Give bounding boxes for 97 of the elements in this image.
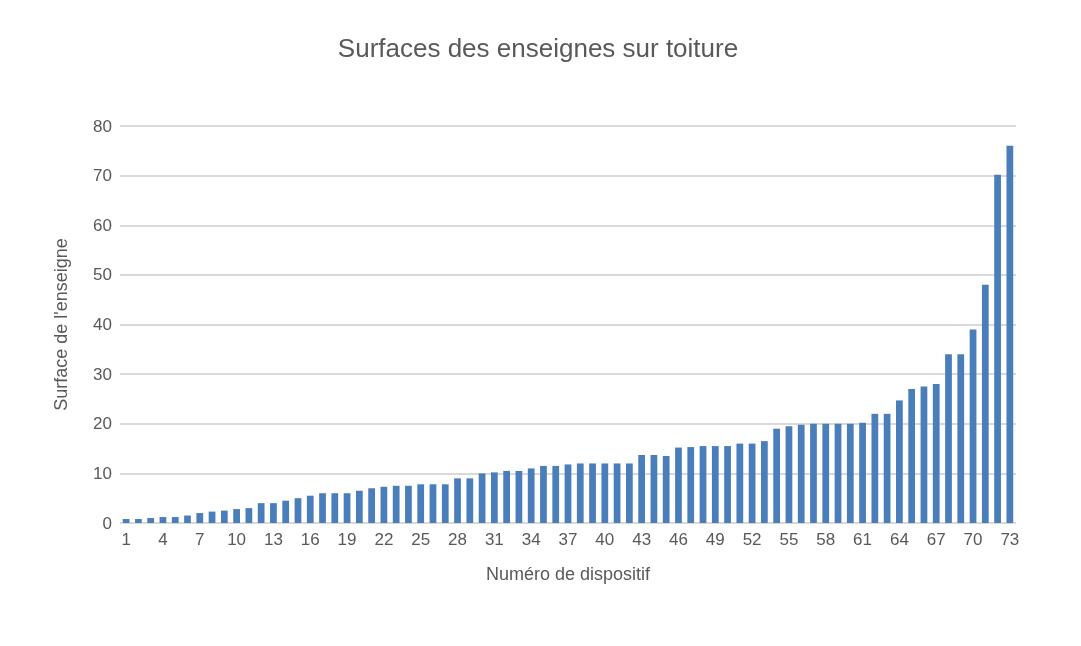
x-tick-label: 1 <box>121 530 131 549</box>
bar <box>331 493 339 523</box>
x-tick-label: 58 <box>816 530 836 549</box>
bar <box>159 517 167 523</box>
bar <box>466 478 474 523</box>
bar <box>711 446 719 523</box>
bar <box>994 174 1001 523</box>
bar <box>147 518 155 523</box>
bar <box>576 463 584 523</box>
bar <box>552 465 560 523</box>
bar <box>846 423 854 523</box>
bar <box>478 473 486 523</box>
bar <box>270 503 277 523</box>
y-tick-label: 20 <box>93 414 112 434</box>
y-tick-label: 70 <box>93 166 112 186</box>
bar <box>1006 145 1014 523</box>
x-tick-label: 73 <box>1000 530 1020 549</box>
bar <box>257 503 265 523</box>
bar <box>687 447 695 523</box>
bar <box>527 468 535 523</box>
bar <box>490 472 498 523</box>
bar <box>908 389 916 523</box>
bar <box>675 447 682 523</box>
bar <box>184 515 191 523</box>
bar <box>773 428 781 523</box>
bar <box>503 470 511 523</box>
bar <box>233 509 240 523</box>
bar <box>871 413 879 523</box>
x-tick-label: 4 <box>158 530 168 549</box>
bar <box>171 517 179 523</box>
x-tick-label: 22 <box>374 530 394 549</box>
x-tick-label: 46 <box>669 530 688 549</box>
bar <box>135 519 142 523</box>
bar <box>220 510 228 523</box>
bar <box>945 354 952 523</box>
bar <box>454 478 461 523</box>
x-tick-label: 10 <box>227 530 247 549</box>
bar <box>355 490 363 523</box>
x-tick-label: 61 <box>853 530 873 549</box>
x-tick-label: 16 <box>300 530 320 549</box>
x-tick-label: 70 <box>963 530 983 549</box>
x-tick-label: 28 <box>448 530 467 549</box>
y-axis-title: Surface de l'enseigne <box>51 238 71 411</box>
x-tick-label: 13 <box>263 530 283 549</box>
y-tick-label: 40 <box>93 315 112 334</box>
x-tick-label: 55 <box>779 530 799 549</box>
x-tick-label: 37 <box>558 530 578 549</box>
bar <box>368 488 375 523</box>
bar <box>405 485 412 523</box>
bar <box>306 495 314 523</box>
bar <box>957 354 965 523</box>
bar <box>589 463 596 523</box>
x-tick-label: 34 <box>521 530 541 549</box>
bar <box>196 513 204 523</box>
y-tick-label: 80 <box>93 116 112 136</box>
chart-title: Surfaces des enseignes sur toiture <box>337 33 739 63</box>
x-tick-label: 31 <box>484 530 504 549</box>
y-tick-label: 0 <box>102 513 112 533</box>
bar <box>343 493 351 523</box>
bar <box>282 500 290 523</box>
bar <box>662 456 670 523</box>
bar <box>540 465 547 523</box>
bar <box>625 463 633 523</box>
x-tick-label: 19 <box>337 530 357 549</box>
bar <box>896 400 903 523</box>
y-tick-label: 10 <box>93 463 112 483</box>
y-tick-label: 50 <box>93 265 112 285</box>
bar <box>601 463 609 523</box>
x-tick-label: 43 <box>632 530 652 549</box>
y-tick-label: 60 <box>93 215 112 235</box>
bar <box>613 463 621 523</box>
bar <box>761 441 768 523</box>
bar <box>441 484 449 523</box>
bar <box>810 423 817 523</box>
x-axis-title: Numéro de dispositif <box>485 564 652 584</box>
bar <box>859 422 866 523</box>
bar <box>429 484 437 523</box>
bar <box>724 446 731 523</box>
x-tick-label: 52 <box>742 530 762 549</box>
x-tick-label: 7 <box>195 530 205 549</box>
bar <box>932 384 940 523</box>
bar <box>417 484 425 523</box>
x-tick-label: 40 <box>595 530 615 549</box>
y-tick-label: 30 <box>93 364 112 384</box>
bar <box>736 443 744 523</box>
bar <box>981 284 989 523</box>
x-tick-label: 67 <box>926 530 946 549</box>
bar <box>122 519 130 523</box>
x-tick-label: 49 <box>705 530 725 549</box>
bar <box>797 424 805 523</box>
bar <box>638 455 646 523</box>
bar <box>319 493 326 523</box>
x-tick-label: 64 <box>889 530 909 549</box>
bar <box>392 485 400 523</box>
x-tick-label: 25 <box>411 530 431 549</box>
bar <box>564 464 572 523</box>
bar <box>822 423 830 523</box>
